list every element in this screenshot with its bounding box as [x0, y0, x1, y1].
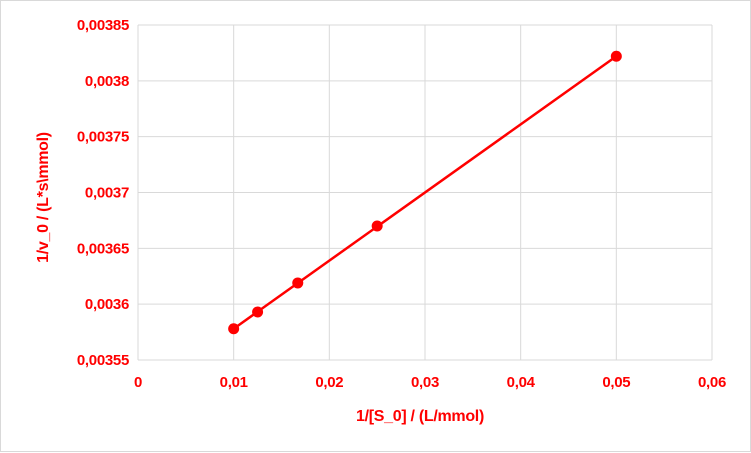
y-tick-labels: 0,00355 0,0036 0,00365 0,0037 0,00375 0,0038 0… — [77, 17, 129, 369]
data-points — [228, 50, 622, 335]
data-point — [610, 50, 622, 62]
y-tick-label: 0,0038 — [85, 73, 129, 90]
y-tick-label: 0,0036 — [85, 296, 129, 313]
data-point — [371, 220, 383, 232]
y-tick-label: 0,00385 — [77, 17, 129, 34]
data-point — [252, 306, 264, 318]
y-tick-label: 0,00355 — [77, 352, 129, 369]
x-tick-label: 0 — [134, 374, 142, 391]
x-tick-label: 0,06 — [698, 374, 726, 391]
x-tick-label: 0,02 — [315, 374, 343, 391]
x-tick-label: 0,03 — [411, 374, 439, 391]
y-axis-title: 1/v_0 / (L*s\mmol) — [35, 132, 52, 263]
x-tick-label: 0,01 — [220, 374, 248, 391]
x-axis-title: 1/[S_0] / (L/mmol) — [356, 408, 484, 425]
x-tick-label: 0,04 — [507, 374, 536, 391]
x-tick-label: 0,05 — [602, 374, 630, 391]
data-point — [228, 323, 240, 335]
y-tick-label: 0,00365 — [77, 240, 129, 257]
x-tick-labels: 0 0,01 0,02 0,03 0,04 0,05 0,06 — [134, 374, 726, 391]
y-tick-label: 0,00375 — [77, 129, 129, 146]
y-tick-label: 0,0037 — [85, 185, 129, 202]
data-point — [292, 277, 304, 289]
gridlines — [137, 24, 713, 361]
